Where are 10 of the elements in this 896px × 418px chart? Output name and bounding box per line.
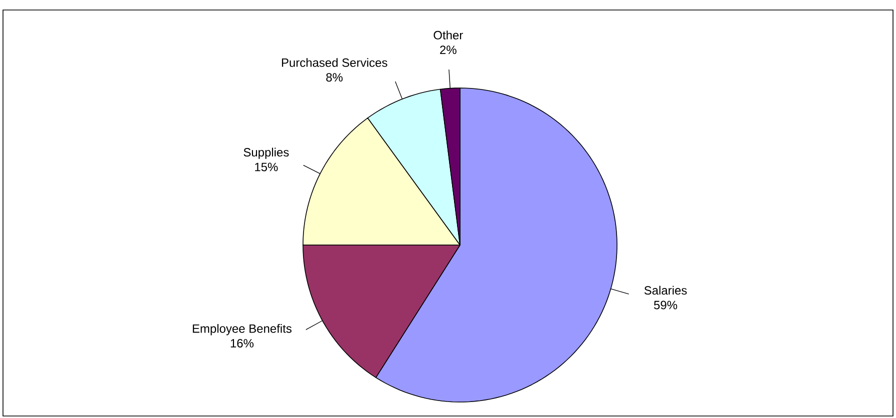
legend-label: Salaries bbox=[644, 286, 687, 295]
slice-label: Purchased Services bbox=[282, 58, 388, 67]
data-label: 16% bbox=[230, 339, 254, 348]
data-label: 2% bbox=[440, 46, 456, 54]
data-label: 8% bbox=[326, 73, 343, 82]
data-label: 59% bbox=[654, 300, 678, 310]
slice-label: Supplies bbox=[244, 148, 289, 159]
slice-label: Employee Benefits bbox=[192, 324, 292, 336]
slice-label: Other bbox=[434, 30, 463, 40]
data-label: 15% bbox=[255, 162, 278, 172]
